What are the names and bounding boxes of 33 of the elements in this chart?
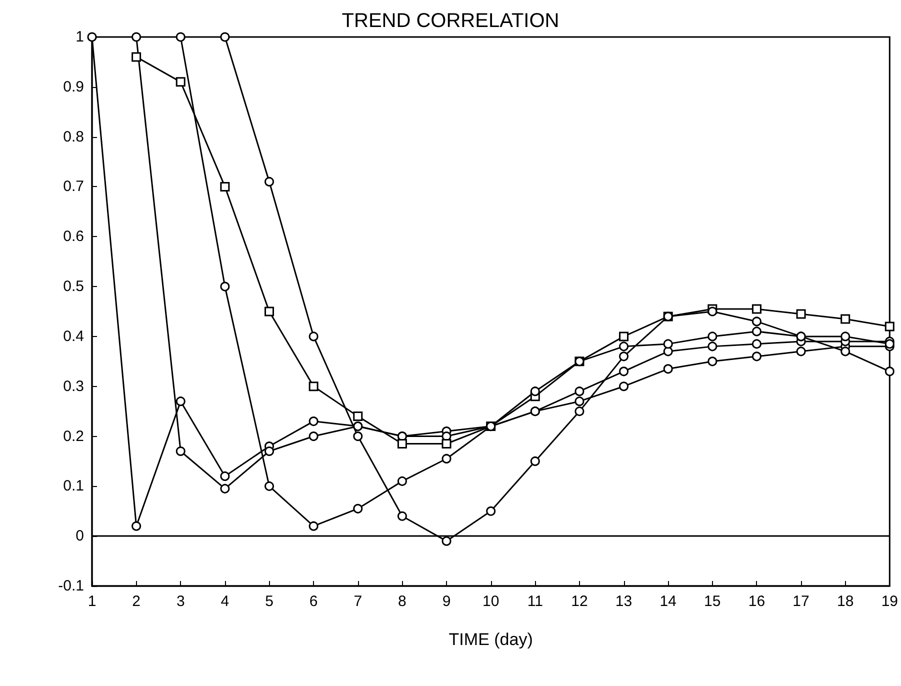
y-tick-label: 0.9 (63, 78, 84, 96)
x-tick-label: 9 (442, 593, 451, 610)
x-tick-label: 15 (704, 593, 721, 610)
x-tick-label: 5 (265, 593, 274, 610)
y-tick-label: 0.3 (63, 378, 84, 395)
y-tick-label: 0 (76, 528, 84, 545)
y-tick-label: 1 (76, 28, 84, 46)
y-tick-label: 0.8 (63, 128, 84, 146)
y-tick-label: -0.1 (58, 578, 84, 594)
x-tick-label: 3 (176, 593, 185, 610)
x-tick-label: 14 (660, 593, 676, 610)
chart-title: TREND CORRELATION (342, 10, 560, 32)
x-tick-label: 13 (615, 593, 632, 610)
x-tick-label: 11 (527, 593, 543, 610)
x-axis-title: TIME (day) (448, 630, 533, 649)
x-tick-label: 7 (354, 593, 362, 610)
x-tick-label: 2 (132, 593, 140, 610)
x-tick-label: 6 (309, 593, 318, 610)
x-tick-label: 10 (482, 593, 500, 610)
y-tick-label: 0.4 (63, 328, 84, 345)
y-tick-label: 0.5 (63, 278, 84, 296)
x-tick-label: 12 (571, 593, 588, 610)
x-tick-label: 19 (881, 593, 898, 610)
y-tick-label: 0.7 (63, 178, 84, 196)
x-tick-label: 4 (220, 593, 230, 610)
x-tick-label: 8 (398, 593, 406, 610)
x-tick-label: 1 (88, 593, 96, 610)
x-tick-label: 17 (792, 593, 810, 610)
y-tick-label: 0.6 (63, 228, 84, 246)
y-tick-label: 0.1 (63, 478, 84, 495)
x-tick-label: 18 (837, 593, 854, 610)
x-tick-label: 16 (748, 593, 766, 610)
y-tick-label: 0.2 (63, 428, 84, 445)
